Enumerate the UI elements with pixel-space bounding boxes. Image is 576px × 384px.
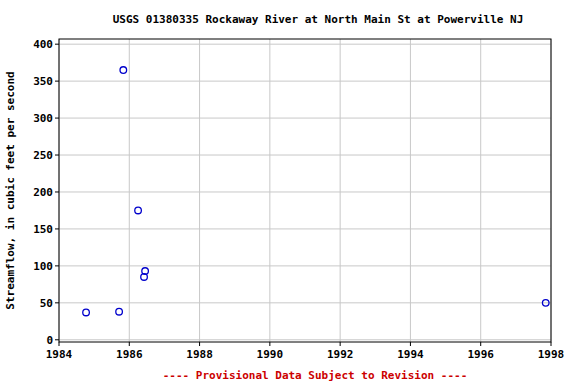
y-tick (55, 265, 59, 266)
background (0, 0, 576, 384)
y-tick (55, 118, 59, 119)
x-grid (480, 39, 481, 342)
point (542, 300, 549, 307)
y-tick-label: 0 (46, 334, 53, 347)
x-grid (129, 39, 130, 342)
point (135, 207, 142, 214)
y-grid (59, 44, 551, 45)
y-tick-label: 250 (33, 149, 53, 162)
x-tick-label: 1992 (327, 348, 354, 361)
title: USGS 01380335 Rockaway River at North Ma… (113, 13, 524, 26)
y-tick-label: 200 (33, 186, 53, 199)
y-tick-label: 300 (33, 112, 53, 125)
y-axis-label: Streamflow, in cubic feet per second (4, 71, 17, 309)
y-tick (55, 339, 59, 340)
x-tick-label: 1998 (538, 348, 565, 361)
x-grid (340, 39, 341, 342)
y-tick (55, 191, 59, 192)
x-tick (59, 342, 60, 346)
points (83, 67, 549, 316)
x-tick (410, 342, 411, 346)
footer: ---- Provisional Data Subject to Revisio… (163, 369, 468, 382)
point (116, 308, 123, 315)
point (141, 274, 148, 281)
y-tick (55, 302, 59, 303)
x-tick-label: 1996 (467, 348, 494, 361)
y-grid (59, 228, 551, 229)
plot-frame (59, 39, 551, 342)
y-grid (59, 191, 551, 192)
y-tick-label: 100 (33, 260, 53, 273)
x-tick (551, 342, 552, 346)
x-grid (410, 39, 411, 342)
x-tick-label: 1990 (257, 348, 284, 361)
x-tick-label: 1984 (46, 348, 73, 361)
y-grid (59, 339, 551, 340)
y-tick-label: 50 (40, 297, 53, 310)
x-tick (199, 342, 200, 346)
y-tick (55, 155, 59, 156)
y-tick (55, 44, 59, 45)
y-tick (55, 81, 59, 82)
x-grid (269, 39, 270, 342)
x-tick-label: 1994 (397, 348, 424, 361)
point (120, 67, 127, 74)
x-tick-label: 1986 (116, 348, 143, 361)
x-tick-label: 1988 (186, 348, 213, 361)
y-grid (59, 118, 551, 119)
y-tick-label: 350 (33, 75, 53, 88)
x-tick (129, 342, 130, 346)
point (83, 309, 90, 316)
chart: 1984 1986 1988 1990 1992 1994 1996 1998 0 50 100 15… (0, 0, 576, 384)
x-tick (340, 342, 341, 346)
x-tick (480, 342, 481, 346)
y-grid (59, 265, 551, 266)
y-grid (59, 81, 551, 82)
x-grid (199, 39, 200, 342)
y-tick (55, 228, 59, 229)
x-tick (269, 342, 270, 346)
y-grid (59, 155, 551, 156)
y-tick-label: 400 (33, 38, 53, 51)
y-grid (59, 302, 551, 303)
y-tick-label: 150 (33, 223, 53, 236)
